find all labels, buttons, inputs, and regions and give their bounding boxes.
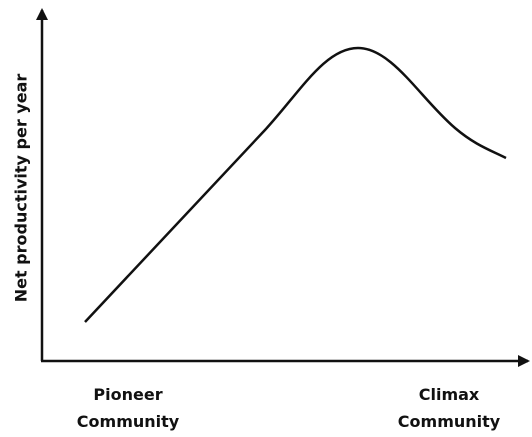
x-label-line: Community — [77, 412, 180, 431]
y-axis-label: Net productivity per year — [12, 74, 31, 303]
x-label-line: Pioneer — [93, 385, 162, 404]
x-label-line: Community — [398, 412, 501, 431]
x-label-line: Climax — [419, 385, 480, 404]
productivity-curve — [84, 46, 507, 323]
